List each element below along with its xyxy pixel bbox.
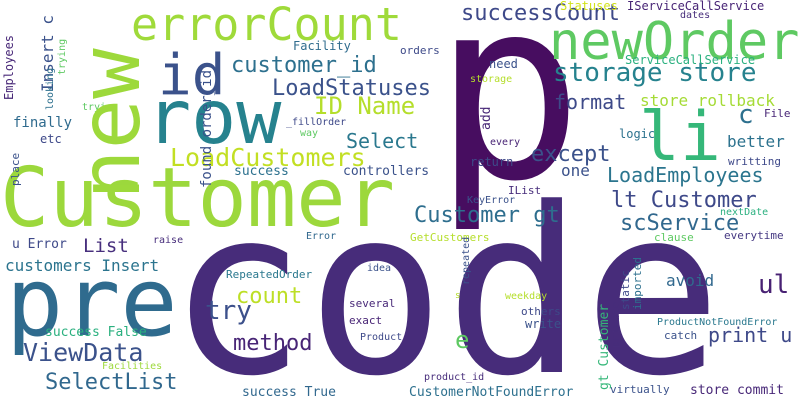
word: p: [433, 0, 584, 236]
word: CustomerNotFoundError: [409, 385, 574, 400]
word: place: [9, 152, 22, 186]
word: GetCustomers: [410, 231, 490, 244]
word: controllers: [343, 164, 430, 179]
word: Error: [306, 231, 337, 242]
word: raise: [153, 235, 184, 246]
word: Select: [346, 129, 419, 153]
word: count: [236, 284, 303, 309]
word: looking: [45, 67, 56, 110]
word: storage store: [553, 58, 757, 88]
word: add: [479, 106, 494, 130]
word: IServiceCallService: [627, 0, 765, 13]
word: gt Customer: [597, 303, 612, 390]
word: try: [205, 296, 252, 326]
word: return: [470, 155, 514, 169]
word: one: [561, 161, 590, 180]
word: Product: [360, 332, 403, 343]
word: everytime: [724, 229, 784, 242]
word: newOrder: [549, 12, 800, 72]
word: avoid: [666, 271, 715, 290]
word: id: [158, 43, 226, 108]
word: code: [168, 160, 722, 400]
word: scService: [620, 211, 740, 236]
word: Employees: [2, 34, 16, 100]
word: li: [639, 98, 721, 177]
word: clause: [654, 231, 694, 244]
word: success True: [242, 385, 336, 400]
word: storage: [470, 74, 513, 85]
word: c: [738, 100, 754, 130]
word: except: [531, 142, 611, 167]
word: e: [455, 326, 470, 354]
word: errorCount: [131, 0, 402, 51]
word: way: [300, 128, 319, 139]
word: ProductNotFoundError: [657, 317, 778, 328]
word: every: [490, 137, 521, 148]
word: finally: [13, 115, 73, 131]
word: LoadEmployees: [607, 163, 764, 187]
word: others: [521, 305, 561, 318]
word: several: [349, 297, 396, 310]
word: Customer gt: [414, 203, 560, 228]
word: File: [764, 107, 791, 120]
word: trying: [57, 38, 68, 75]
word: writting: [728, 155, 781, 168]
word: imported: [631, 257, 644, 310]
word: catch: [664, 329, 698, 342]
word: exact: [349, 314, 383, 327]
word: logic: [619, 127, 656, 141]
word: store rollback: [640, 91, 775, 110]
word: SelectList: [45, 370, 178, 395]
word: ID Name: [314, 92, 416, 120]
word: store commit: [690, 383, 784, 398]
word: customers Insert: [5, 256, 160, 275]
word: found order_id: [199, 69, 215, 188]
word: virtually: [610, 383, 670, 396]
word: s: [455, 291, 461, 301]
word: ServiceCallService: [625, 53, 756, 67]
word: Facility: [293, 39, 351, 53]
word: Customer: [0, 151, 395, 246]
word: trying: [82, 102, 119, 113]
word: LoadCustomers: [170, 143, 366, 172]
word: success: [234, 164, 289, 179]
word: etc: [40, 132, 62, 146]
word: _fillOrder: [286, 117, 347, 128]
word: format: [554, 90, 627, 114]
word: customer_id: [231, 53, 377, 78]
word: ul: [758, 270, 790, 300]
word: Statuses: [560, 0, 618, 13]
word: IList: [508, 184, 542, 197]
word: dates: [680, 10, 711, 21]
word: idea: [367, 263, 392, 274]
word: product_id: [424, 372, 485, 383]
word: lt Customer: [611, 188, 757, 213]
word: orders: [400, 44, 440, 57]
word: ViewData: [23, 338, 144, 367]
word: nextDate: [720, 207, 769, 218]
word: u Error: [12, 237, 67, 252]
word: new: [61, 48, 159, 200]
word: better: [727, 132, 785, 151]
word: pre: [6, 248, 178, 358]
word: successCount: [461, 1, 620, 26]
word: row: [146, 73, 282, 161]
word: success False: [45, 325, 147, 340]
word: repeated: [461, 236, 472, 285]
word: print u: [708, 323, 793, 347]
word: write: [525, 317, 562, 331]
word: weekday: [505, 291, 548, 302]
word: method: [233, 331, 313, 356]
word: LoadStatuses: [272, 76, 431, 101]
word: need: [489, 57, 518, 71]
word: List: [83, 235, 129, 257]
word: RepeatedOrder: [226, 268, 313, 281]
word: KeyError: [467, 195, 516, 206]
word: Facilities: [102, 361, 163, 372]
